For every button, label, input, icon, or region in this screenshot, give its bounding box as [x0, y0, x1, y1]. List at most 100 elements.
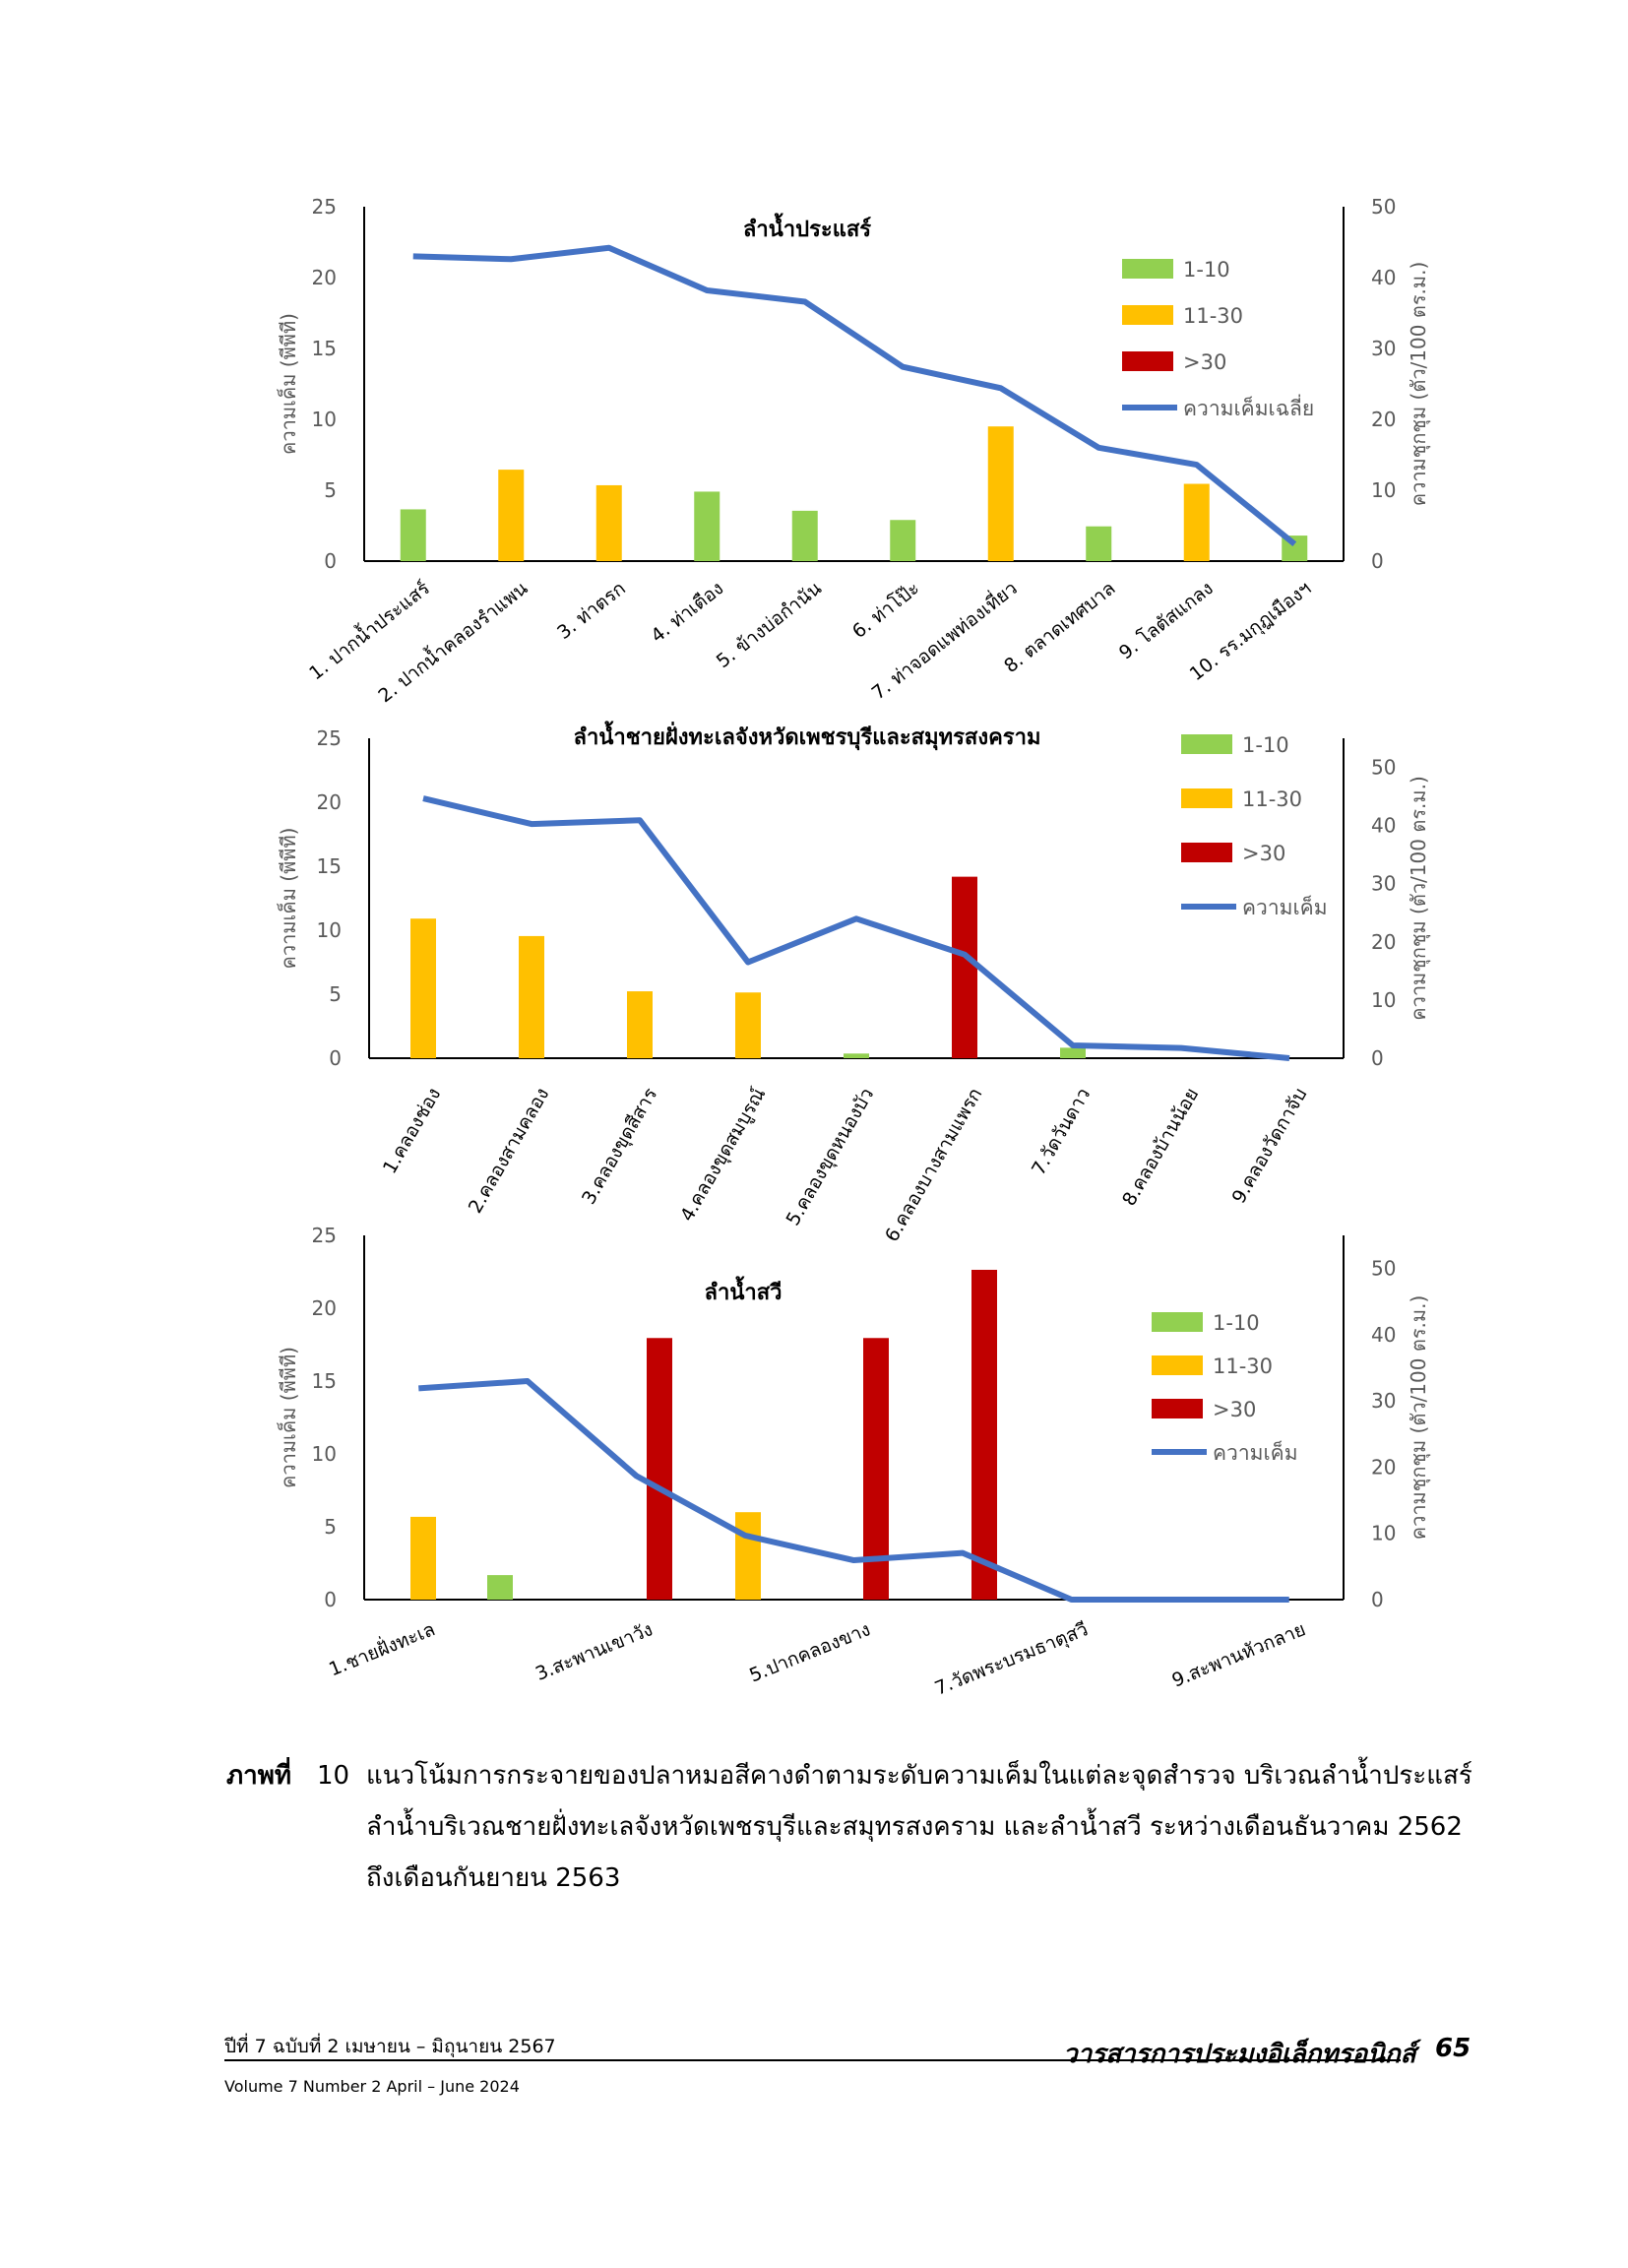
legend-label: >30: [1242, 842, 1285, 865]
legend-label: 11-30: [1242, 788, 1302, 811]
category-label: 1.คลองช่อง: [379, 1085, 445, 1178]
bar: [844, 1053, 869, 1058]
legend-label: ความเค็ม: [1213, 1439, 1298, 1465]
y-tick-label: 15: [317, 854, 342, 878]
bar: [735, 992, 761, 1058]
category-label: 6.คลองบางสามแพรก: [881, 1085, 986, 1246]
bar: [987, 426, 1014, 561]
category-label: 2. ปากน้ำคลองรำแพน: [373, 575, 532, 707]
caption-label: ภาพที่: [226, 1761, 292, 1791]
bar: [487, 1575, 513, 1600]
caption-text: แนวโน้มการกระจายของปลาหมอสีคางดำตามระดับ…: [366, 1761, 1472, 1893]
footer-journal-title: วารสารการประมงอิเล็กทรอนิกส์: [1063, 2040, 1416, 2069]
y2-tick-label: 50: [1371, 195, 1396, 219]
category-label: 1.ชายฝั่งทะเล: [325, 1615, 438, 1680]
category-label: 7.วัดพระบรมธาตุสวี: [932, 1618, 1092, 1700]
legend-label: >30: [1183, 350, 1226, 374]
category-label: 9. โลตัสแกลง: [1114, 577, 1217, 664]
legend-swatch: [1122, 305, 1173, 325]
category-label: 8.คลองบ้านน้อย: [1118, 1085, 1203, 1210]
legend-swatch: [1152, 1399, 1203, 1418]
y2-tick-label: 20: [1371, 930, 1396, 954]
chart-title: ลำน้ำชายฝั่งทะเลจังหวัดเพชรบุรีและสมุทรส…: [574, 721, 1041, 751]
y2-axis-label: ความชุกชุม (ตัว/100 ตร.ม.): [1407, 262, 1431, 507]
y-axis-label: ความเค็ม (พีพีที): [276, 1347, 300, 1488]
y2-tick-label: 40: [1371, 1323, 1396, 1347]
legend-swatch: [1181, 843, 1232, 862]
y-tick-label: 10: [317, 918, 342, 942]
chart-sawi: 0 5 10 15 20 25 0 10 20 30 40 50 ความเค็ม (พีพีที) คว…: [276, 1224, 1431, 1701]
salinity-line: [412, 244, 1297, 547]
bar: [647, 1338, 672, 1600]
bar: [791, 510, 818, 561]
y2-tick-label: 40: [1371, 814, 1396, 838]
y-axis-label: ความเค็ม (พีพีที): [276, 313, 300, 455]
footer-volume: Volume 7 Number 2 April – June 2024: [224, 2077, 520, 2096]
y2-tick-label: 30: [1371, 1389, 1396, 1413]
y-tick-label: 5: [324, 478, 337, 502]
salinity-line: [422, 795, 1290, 1061]
category-label: 5.ปากคลองขาง: [746, 1618, 873, 1686]
y-tick-label: 20: [317, 790, 342, 814]
category-label: 3.สะพานเขาวัง: [532, 1618, 656, 1685]
bar: [400, 509, 426, 561]
y2-tick-label: 50: [1371, 1257, 1396, 1281]
bar: [410, 1516, 436, 1600]
y2-tick-label: 50: [1371, 756, 1396, 780]
bar: [1060, 1047, 1086, 1058]
y-tick-label: 10: [312, 1442, 337, 1466]
bar: [694, 491, 720, 561]
category-label: 3.คลองขุดสีสาร: [578, 1085, 662, 1209]
legend-swatch: [1122, 259, 1173, 279]
bar: [735, 1512, 761, 1600]
category-label: 9.สะพานหัวกลาย: [1169, 1618, 1309, 1691]
bar: [627, 991, 653, 1058]
y2-axis-label: ความชุกชุม (ตัว/100 ตร.ม.): [1407, 1295, 1431, 1541]
bar: [971, 1269, 997, 1600]
chart-title: ลำน้ำประแสร์: [743, 213, 871, 242]
y-tick-label: 25: [317, 726, 342, 750]
legend-label: >30: [1213, 1398, 1256, 1421]
bar: [1183, 483, 1210, 561]
legend-label: 11-30: [1183, 304, 1243, 328]
legend-label: 1-10: [1183, 258, 1230, 282]
y2-tick-label: 30: [1371, 872, 1396, 896]
bar: [890, 520, 916, 561]
y2-tick-label: 0: [1371, 549, 1384, 573]
category-label: 5. ข้างบ่อกำนัน: [713, 578, 826, 673]
y2-tick-label: 20: [1371, 1455, 1396, 1479]
y-tick-label: 5: [329, 982, 342, 1006]
category-label: 4.คลองขุดสมบูรณ์: [676, 1085, 771, 1227]
y-tick-label: 20: [312, 266, 337, 289]
legend-swatch: [1152, 1312, 1203, 1332]
category-label: 4. ท่าเตือง: [647, 578, 727, 648]
legend-swatch: [1122, 351, 1173, 371]
bar: [410, 918, 436, 1058]
legend-label: 11-30: [1213, 1354, 1273, 1378]
chart-coastal: 0 5 10 15 20 25 0 10 20 30 40 50 ความเค็ม (พีพีที) คว…: [276, 721, 1431, 1245]
y2-tick-label: 30: [1371, 337, 1396, 360]
category-label: 6. ท่าโป๊ะ: [847, 577, 923, 643]
category-label: 3. ท่าตรก: [553, 578, 630, 644]
y2-axis-label: ความชุกชุม (ตัว/100 ตร.ม.): [1407, 776, 1431, 1021]
footer-divider: [224, 2059, 1401, 2061]
legend-swatch: [1181, 788, 1232, 808]
page-number: 65: [1435, 2034, 1471, 2063]
legend-swatch: [1181, 734, 1232, 754]
y2-tick-label: 10: [1371, 478, 1396, 502]
bar: [952, 876, 977, 1058]
y-tick-label: 15: [312, 337, 337, 360]
legend-label: ความเค็ม: [1242, 894, 1328, 919]
y-tick-label: 0: [324, 549, 337, 573]
y2-tick-label: 0: [1371, 1046, 1384, 1070]
y2-tick-label: 0: [1371, 1588, 1384, 1611]
bar: [595, 484, 622, 561]
category-label: 9.คลองวัดกาจับ: [1228, 1085, 1312, 1208]
category-label: 5.คลองขุดหนองบัว: [783, 1085, 880, 1230]
legend-label: 1-10: [1242, 733, 1289, 757]
bar: [1086, 526, 1112, 561]
legend-label: ความเค็มเฉลี่ย: [1183, 394, 1314, 420]
y2-tick-label: 40: [1371, 266, 1396, 289]
footer-issue: ปีที่ 7 ฉบับที่ 2 เมษายน – มิถุนายน 2567: [224, 2036, 556, 2057]
category-label: 7.วัดวันดาว: [1028, 1085, 1095, 1179]
